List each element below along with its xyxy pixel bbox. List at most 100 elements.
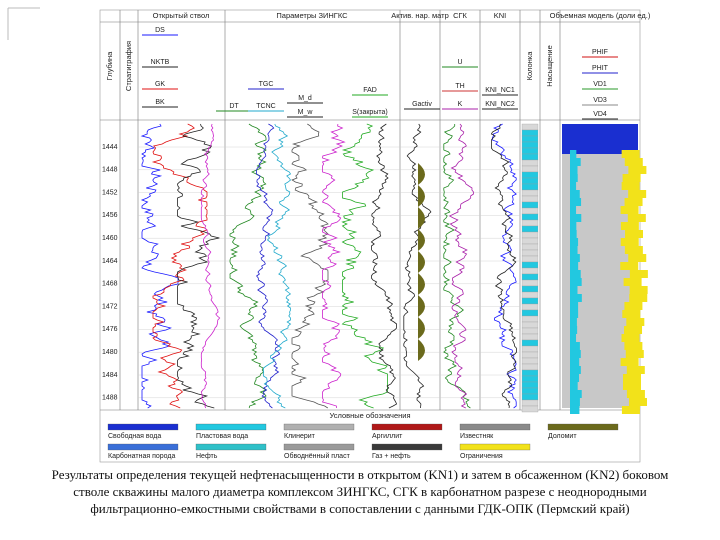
log-curve <box>200 123 221 409</box>
model-fill <box>625 350 644 358</box>
lithology <box>521 381 539 389</box>
column-header: Глубина <box>105 51 114 80</box>
lithology <box>521 261 539 269</box>
saturation-fill <box>418 339 425 361</box>
lithology <box>521 273 539 281</box>
lithology <box>521 147 539 155</box>
model-fill <box>570 286 578 294</box>
curve-label: TGC <box>259 81 274 88</box>
model-fill <box>629 294 648 302</box>
model-fill <box>626 390 645 398</box>
curve-label: BK <box>155 99 165 106</box>
lithology <box>521 123 539 131</box>
model-fill <box>624 302 643 310</box>
model-fill <box>570 230 577 238</box>
legend-swatch <box>547 423 619 431</box>
curve-label: PHIT <box>592 65 609 72</box>
curve-label: DT <box>229 103 239 110</box>
model-fill <box>570 406 580 414</box>
model-fill <box>622 374 641 382</box>
log-curve <box>263 123 292 409</box>
curve-label: DS <box>155 27 165 34</box>
curve-label: K <box>458 101 463 108</box>
model-fill <box>628 190 647 198</box>
lithology <box>521 183 539 191</box>
lithology <box>521 315 539 323</box>
legend-label: Нефть <box>196 453 218 460</box>
model-fill <box>570 246 578 254</box>
model-fill <box>570 198 582 206</box>
model-fill <box>570 158 581 166</box>
model-fill <box>570 342 580 350</box>
legend-swatch <box>107 443 179 451</box>
model-fill <box>570 278 582 286</box>
lithology <box>521 279 539 287</box>
model-fill <box>627 214 646 222</box>
column-header: Насыщение <box>545 45 554 87</box>
model-fill <box>621 182 640 190</box>
depth-label: 1452 <box>102 189 118 196</box>
model-fill <box>570 358 580 366</box>
legend-label: Обводнённый пласт <box>284 452 351 460</box>
lithology <box>521 345 539 353</box>
log-curve <box>176 123 220 409</box>
model-fill <box>570 254 580 262</box>
log-curve <box>291 123 329 409</box>
log-curve <box>151 123 208 409</box>
legend-swatch <box>459 443 531 451</box>
legend-label: Газ + нефть <box>372 453 411 460</box>
lithology <box>521 399 539 407</box>
legend-swatch <box>283 443 355 451</box>
lithology <box>521 297 539 305</box>
model-fill <box>625 230 644 238</box>
saturation-fill <box>418 273 425 295</box>
legend-swatch <box>371 423 443 431</box>
model-fill <box>628 398 647 406</box>
lithology <box>521 285 539 293</box>
figure-frame <box>99 9 641 463</box>
model-fill <box>629 286 648 294</box>
lithology <box>521 333 539 341</box>
legend-label: Доломит <box>548 433 577 440</box>
model-fill <box>570 238 579 246</box>
model-fill <box>626 318 645 326</box>
lithology <box>521 267 539 275</box>
model-fill <box>570 270 581 278</box>
legend-label: Аргиллит <box>372 433 403 440</box>
lithology <box>521 225 539 233</box>
lithology <box>521 237 539 245</box>
header-grid <box>100 10 640 411</box>
model-fill <box>620 358 639 366</box>
model-fill <box>628 166 647 174</box>
log-curve <box>370 123 398 409</box>
model-fill <box>624 246 643 254</box>
log-curve <box>229 123 267 409</box>
model-fill <box>570 366 581 374</box>
lithology <box>521 177 539 185</box>
saturation-fill <box>418 317 425 339</box>
model-fill <box>628 254 647 262</box>
log-curve <box>140 123 179 409</box>
model-fill <box>622 310 641 318</box>
log-curve <box>443 124 471 409</box>
legend-swatch <box>195 423 267 431</box>
model-fill <box>570 350 581 358</box>
curve-label: Gactiv <box>412 101 432 108</box>
model-fill <box>570 214 582 222</box>
column-header: СГК <box>453 11 467 20</box>
curve-label: FAD <box>363 87 377 94</box>
curve-label: VD1 <box>593 81 607 88</box>
log-curve <box>341 123 388 409</box>
legend-label: Карбонатная порода <box>108 452 175 460</box>
column-header: Параметры ЗИНГКС <box>276 11 348 20</box>
depth-label: 1468 <box>102 281 118 288</box>
model-fill <box>570 390 582 398</box>
saturation-fill <box>418 185 425 207</box>
lithology <box>521 171 539 179</box>
curve-label: M_d <box>298 95 312 102</box>
legend-label: Свободная вода <box>108 432 161 440</box>
depth-label: 1464 <box>102 258 118 265</box>
lithology <box>521 357 539 365</box>
lithology <box>521 405 539 413</box>
